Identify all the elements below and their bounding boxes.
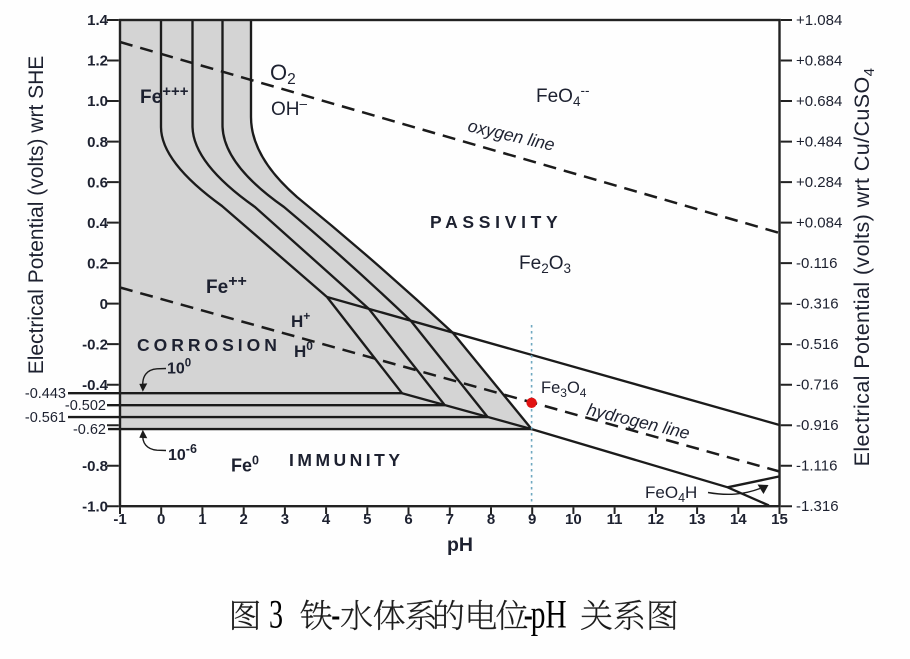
svg-text:3: 3 — [281, 511, 289, 528]
svg-text:-1.0: -1.0 — [82, 498, 108, 515]
svg-text:0.4: 0.4 — [87, 215, 109, 232]
svg-text:Fe2O3: Fe2O3 — [519, 253, 571, 276]
svg-text:0.8: 0.8 — [87, 134, 108, 151]
svg-text:pH: pH — [447, 534, 473, 556]
svg-text:+0.484: +0.484 — [796, 133, 842, 150]
svg-text:IMMUNITY: IMMUNITY — [289, 450, 404, 470]
svg-text:-0.716: -0.716 — [796, 377, 839, 394]
svg-text:pH: pH — [531, 592, 567, 637]
svg-text:FeO4H: FeO4H — [645, 483, 697, 505]
svg-text:6: 6 — [404, 511, 412, 528]
svg-text:-1.116: -1.116 — [796, 458, 837, 475]
svg-text:FeO4--: FeO4-- — [536, 83, 589, 109]
svg-text:-1.316: -1.316 — [796, 498, 839, 515]
svg-text:Fe0: Fe0 — [231, 454, 259, 476]
svg-text:-0.2: -0.2 — [82, 336, 108, 353]
svg-text:-0.561: -0.561 — [25, 410, 66, 426]
svg-text:-: - — [524, 592, 533, 637]
svg-text:0.6: 0.6 — [87, 174, 108, 191]
svg-text:10: 10 — [565, 511, 582, 528]
svg-text:0.2: 0.2 — [87, 255, 108, 272]
svg-text:-0.8: -0.8 — [82, 458, 108, 475]
svg-text:1: 1 — [198, 511, 206, 528]
svg-text:-0.116: -0.116 — [796, 255, 837, 272]
svg-text:-: - — [331, 592, 340, 637]
svg-text:14: 14 — [730, 511, 747, 528]
svg-text:Fe3O4: Fe3O4 — [541, 379, 587, 400]
svg-text:+1.084: +1.084 — [796, 12, 842, 29]
svg-text:-0.502: -0.502 — [65, 398, 106, 414]
svg-text:12: 12 — [648, 511, 665, 528]
svg-text:+0.284: +0.284 — [796, 174, 842, 191]
svg-text:1.2: 1.2 — [87, 53, 108, 70]
svg-text:-0.316: -0.316 — [796, 295, 839, 312]
svg-text:9: 9 — [528, 511, 536, 528]
svg-text:0: 0 — [100, 296, 108, 313]
svg-text:15: 15 — [771, 511, 788, 528]
svg-text:2: 2 — [240, 511, 248, 528]
svg-text:4: 4 — [322, 511, 331, 528]
svg-text:-0.516: -0.516 — [796, 336, 839, 353]
svg-text:-1: -1 — [113, 511, 126, 528]
svg-text:1.0: 1.0 — [87, 93, 108, 110]
svg-text:13: 13 — [689, 511, 706, 528]
svg-text:5: 5 — [363, 511, 371, 528]
svg-text:0: 0 — [157, 511, 165, 528]
svg-text:+0.084: +0.084 — [796, 214, 842, 231]
svg-text:3: 3 — [269, 592, 283, 637]
svg-text:7: 7 — [446, 511, 454, 528]
svg-text:-0.443: -0.443 — [25, 386, 66, 402]
svg-text:Electrical Potential (volts) w: Electrical Potential (volts) wrt SHE — [25, 56, 48, 375]
svg-text:-0.4: -0.4 — [82, 377, 109, 394]
svg-text:Electrical Potential (volts) w: Electrical Potential (volts) wrt Cu/CuSO… — [850, 68, 878, 467]
svg-text:1.4: 1.4 — [87, 12, 109, 29]
svg-text:+0.684: +0.684 — [796, 93, 842, 110]
svg-text:+0.884: +0.884 — [796, 52, 842, 69]
svg-text:-0.916: -0.916 — [796, 417, 839, 434]
svg-text:CORROSION: CORROSION — [137, 335, 281, 355]
svg-text:PASSIVITY: PASSIVITY — [430, 212, 562, 232]
svg-text:8: 8 — [487, 511, 495, 528]
svg-text:-0.62: -0.62 — [73, 422, 106, 438]
svg-text:11: 11 — [607, 511, 623, 528]
